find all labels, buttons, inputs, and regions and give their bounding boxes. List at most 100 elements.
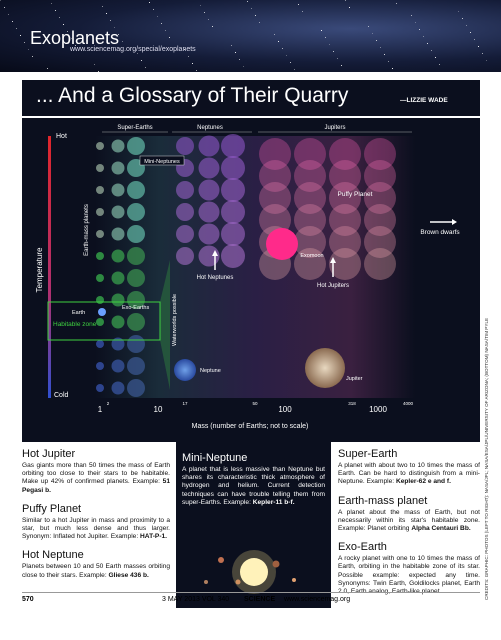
example: HAT-P-1. (140, 533, 168, 541)
planet-dot (364, 182, 396, 214)
planet-dot (176, 203, 194, 221)
x-tick-label: 2 (107, 401, 110, 406)
planet-dot (176, 247, 194, 265)
star (298, 4, 299, 5)
page-number: 570 (22, 596, 34, 603)
planet-dot (329, 182, 361, 214)
title: ... And a Glossary of Their Quarry (36, 84, 349, 107)
star (286, 55, 287, 56)
x-tick-label: 1 (98, 405, 103, 414)
planet-dot (111, 293, 125, 307)
x-tick-label: 318 (348, 401, 356, 406)
star (240, 558, 268, 586)
star (396, 3, 397, 4)
star (141, 60, 142, 61)
earth-image (98, 308, 106, 316)
definition-text: A planet with about two to 10 times the … (338, 462, 480, 486)
planet-dot (111, 249, 125, 263)
y-axis-label: Temperature (35, 247, 44, 292)
exomoon-label: Exomoon (300, 253, 323, 259)
planet-dot (221, 222, 245, 246)
star (466, 25, 467, 26)
definition-text: A planet about the mass of Earth, but no… (338, 508, 480, 533)
waterworlds-label: Waterworlds possible (172, 294, 178, 346)
hot-jupiters-label: Hot Jupiters (317, 283, 349, 289)
star (337, 58, 338, 59)
exomoon-planet (266, 228, 298, 260)
star (8, 14, 9, 15)
example: Gliese 436 b. (108, 571, 149, 579)
star (333, 51, 334, 52)
mini-neptune-panel (176, 442, 331, 608)
planet-dot (127, 335, 145, 353)
star (204, 12, 205, 13)
planet-dot (96, 318, 104, 326)
star (470, 32, 471, 33)
glossary-definition: A rocky planet with one to 10 times the … (338, 555, 480, 596)
star (16, 28, 17, 29)
star (372, 33, 373, 34)
star (294, 69, 295, 70)
journal: SCIENCE (244, 596, 276, 603)
star (325, 37, 326, 38)
star (474, 39, 475, 40)
star-image (204, 550, 296, 594)
star (486, 60, 487, 61)
star (32, 56, 33, 57)
mini-neptunes-label: Mini-Neptunes (144, 159, 180, 165)
glossary-right: Super-Earth A planet with about two to 10… (338, 448, 480, 604)
planet-dot (259, 204, 291, 236)
star (282, 48, 283, 49)
planet-dot (294, 248, 326, 280)
glossary-definition: A planet that is less massive than Neptu… (182, 466, 325, 507)
star (4, 7, 5, 8)
example: Kepler-62 e and f. (395, 478, 451, 486)
example: 51 Pegasi b. (22, 478, 170, 494)
banner (0, 0, 501, 72)
star (12, 21, 13, 22)
glossary-definition: A planet about the mass of Earth, but no… (338, 509, 480, 534)
star (274, 34, 275, 35)
star (169, 37, 170, 38)
puffy-label: Puffy Planet (338, 191, 373, 198)
planet-dot (127, 291, 145, 309)
star (47, 68, 48, 69)
section-title: Exoplanets (30, 28, 120, 48)
temperature-bar (48, 136, 51, 398)
planet-dot (329, 138, 361, 170)
planet-dot (96, 186, 104, 194)
planet-dot (96, 142, 104, 150)
star (419, 29, 420, 30)
star (427, 43, 428, 44)
definition-text: Similar to a hot Jupiter in mass and pro… (22, 516, 170, 541)
star (345, 0, 346, 1)
planet-dot (111, 139, 125, 153)
planet-dot (259, 160, 291, 192)
planet (218, 557, 224, 563)
planet-dot (259, 182, 291, 214)
neptune-image (174, 359, 196, 381)
planet-dot (364, 138, 396, 170)
planet-dot (364, 204, 396, 236)
planet-dot (96, 340, 104, 348)
planet-grid (96, 134, 396, 397)
star (259, 22, 260, 23)
star (439, 64, 440, 65)
star (255, 15, 256, 16)
star (368, 26, 369, 27)
star (278, 41, 279, 42)
planet (204, 580, 208, 584)
planet-dot (111, 337, 125, 351)
planet-dot (176, 181, 194, 199)
group-label: Neptunes (197, 125, 223, 131)
star (118, 34, 119, 35)
star (435, 57, 436, 58)
star (28, 49, 29, 50)
star (384, 54, 385, 55)
glossary-term: Exo-Earth (338, 541, 387, 554)
glossary-middle: Mini-Neptune A planet that is less massiv… (182, 452, 325, 515)
site: www.sciencemag.org (284, 596, 351, 603)
planet-dot (111, 205, 125, 219)
earth-label: Earth (72, 310, 85, 316)
star (51, 3, 52, 4)
